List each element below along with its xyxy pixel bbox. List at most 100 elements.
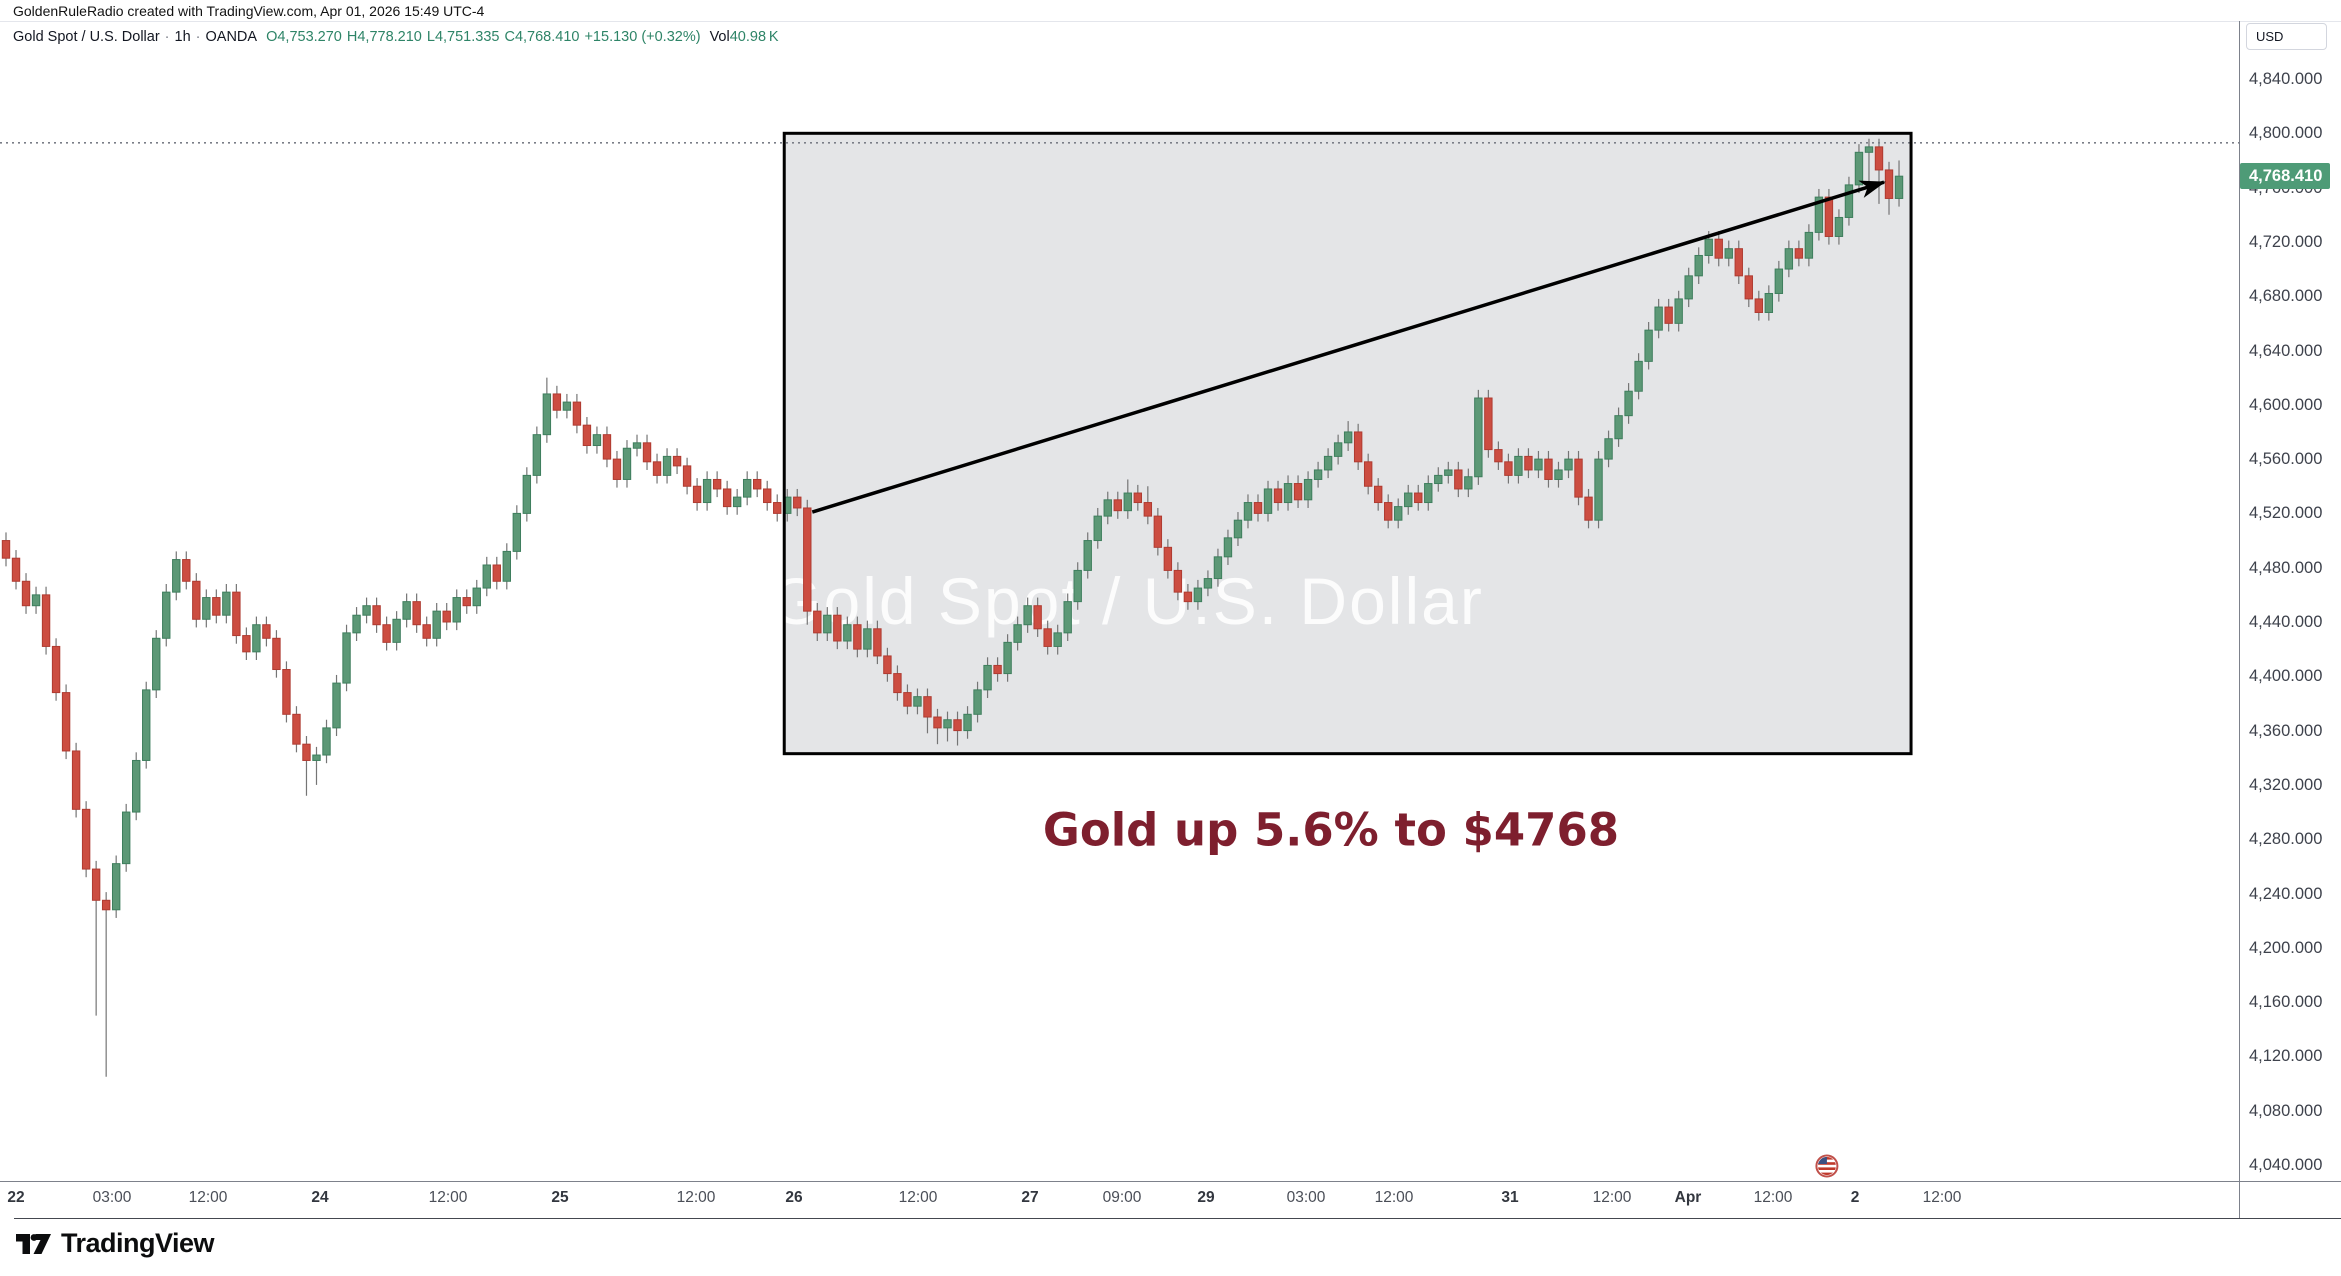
candle	[152, 637, 161, 691]
time-axis-label: 12:00	[1753, 1189, 1793, 1206]
time-axis-label: 31	[1501, 1189, 1519, 1206]
price-tick-label: 4,560.000	[2249, 450, 2323, 469]
candle	[172, 559, 181, 593]
candle	[51, 645, 61, 694]
candle	[1113, 499, 1122, 512]
time-axis-border	[0, 1181, 2341, 1182]
legend-separator: ·	[164, 29, 170, 45]
candle	[1844, 184, 1854, 218]
candle	[1183, 591, 1193, 603]
candle	[1714, 238, 1723, 259]
candle	[763, 488, 772, 504]
candle	[1744, 275, 1753, 300]
candle	[1504, 461, 1513, 476]
candle	[11, 557, 21, 582]
annotation-text[interactable]: Gold up 5.6% to $4768	[1042, 803, 1620, 857]
highlight-box[interactable]	[782, 131, 1913, 756]
candle	[272, 637, 281, 671]
attribution-text: GoldenRuleRadio created with TradingView…	[13, 3, 485, 19]
candle	[953, 719, 962, 732]
candle	[162, 591, 171, 639]
candle	[1694, 254, 1703, 277]
candle	[522, 474, 532, 514]
candle	[142, 689, 151, 761]
candle	[572, 401, 582, 426]
candle	[1534, 458, 1543, 471]
candle	[1524, 455, 1533, 471]
candle	[1323, 455, 1333, 471]
candle	[1784, 248, 1794, 270]
candle	[983, 664, 992, 691]
candle	[823, 614, 832, 634]
candle	[1644, 329, 1653, 362]
currency-button[interactable]: USD	[2246, 23, 2327, 50]
candle	[1033, 605, 1042, 630]
candle	[1764, 292, 1774, 313]
candle	[1804, 231, 1814, 259]
symbol-name[interactable]: Gold Spot / U.S. Dollar	[13, 29, 160, 45]
price-tick-label: 4,280.000	[2249, 830, 2323, 849]
open-label: O	[266, 29, 278, 45]
candle	[602, 434, 612, 460]
candle	[472, 587, 481, 607]
candle	[843, 624, 852, 642]
candle	[61, 692, 71, 752]
candle	[1233, 519, 1243, 539]
candle	[1333, 442, 1343, 457]
candle	[1273, 488, 1283, 504]
candle	[312, 754, 321, 761]
time-axis-label: 09:00	[1102, 1189, 1142, 1206]
price-tick-label: 4,680.000	[2249, 287, 2323, 306]
candle	[182, 559, 191, 582]
candle	[1594, 458, 1603, 521]
candle	[833, 614, 842, 642]
candle	[873, 628, 882, 657]
candle	[1794, 248, 1804, 259]
candle	[352, 614, 361, 634]
time-axis-label: 12:00	[188, 1189, 228, 1206]
candle	[943, 719, 952, 729]
trend-arrow[interactable]	[811, 180, 1886, 514]
price-tick-label: 4,040.000	[2249, 1156, 2323, 1174]
candle	[1664, 306, 1673, 324]
candle	[1894, 175, 1904, 199]
candle	[332, 682, 341, 729]
candle	[1584, 496, 1593, 521]
time-axis-label: 25	[551, 1189, 569, 1206]
candle	[1444, 469, 1453, 476]
candle	[1514, 455, 1523, 476]
candle	[1564, 458, 1573, 471]
candle	[1203, 578, 1213, 589]
candle	[963, 713, 972, 732]
candle	[712, 478, 722, 490]
candle	[1574, 458, 1583, 498]
tradingview-logo[interactable]: TradingView	[14, 1227, 215, 1259]
volume-value: 40.98 K	[729, 29, 779, 45]
candle	[492, 564, 501, 582]
candle	[1434, 474, 1443, 485]
time-axis-label: Apr	[1674, 1189, 1702, 1206]
price-tick-label: 4,720.000	[2249, 232, 2323, 251]
event-flag-icon[interactable]	[1815, 1154, 1839, 1178]
candle	[1363, 461, 1373, 487]
candle	[532, 434, 542, 476]
candle	[1263, 488, 1273, 514]
interval-label[interactable]: 1h	[174, 29, 191, 45]
price-tick-label: 4,320.000	[2249, 775, 2323, 794]
candle	[1684, 275, 1693, 300]
candle	[1053, 632, 1062, 647]
candle	[1123, 492, 1132, 512]
candle	[132, 759, 141, 813]
time-axis-label: 03:00	[92, 1189, 132, 1206]
price-tick-label: 4,800.000	[2249, 124, 2323, 143]
candle	[1614, 415, 1623, 440]
price-tick-label: 4,360.000	[2249, 721, 2323, 740]
candle	[1544, 458, 1553, 480]
candle	[1163, 546, 1173, 571]
candle	[192, 580, 201, 620]
candle	[232, 591, 241, 637]
candle	[482, 564, 491, 589]
candle	[372, 605, 381, 626]
candle	[853, 624, 862, 650]
